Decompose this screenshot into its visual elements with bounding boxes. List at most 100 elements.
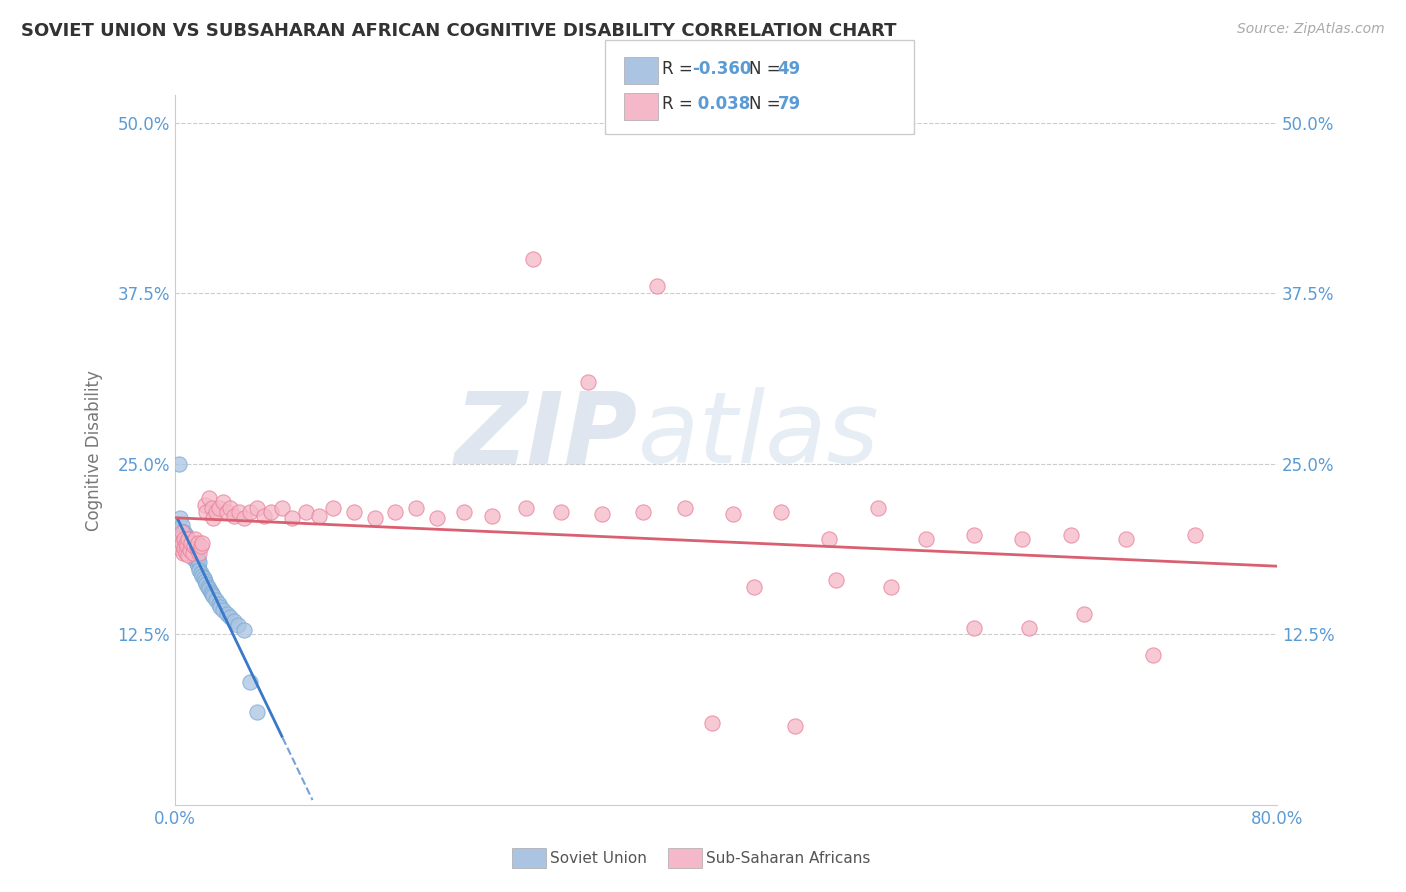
- Point: [190, 566, 212, 580]
- Point: [1073, 607, 1095, 621]
- Point: [184, 532, 207, 546]
- Text: N =: N =: [749, 60, 786, 78]
- Point: [180, 536, 202, 550]
- Text: R =: R =: [662, 60, 699, 78]
- Point: [188, 545, 211, 559]
- Point: [591, 508, 613, 522]
- Point: [177, 532, 200, 546]
- Point: [167, 532, 190, 546]
- Point: [322, 500, 344, 515]
- Text: 79: 79: [778, 95, 801, 113]
- Text: -0.360: -0.360: [692, 60, 751, 78]
- Point: [205, 505, 228, 519]
- Point: [963, 528, 986, 542]
- Text: atlas: atlas: [638, 387, 879, 484]
- Point: [176, 531, 198, 545]
- Text: Source: ZipAtlas.com: Source: ZipAtlas.com: [1237, 22, 1385, 37]
- Point: [576, 375, 599, 389]
- Point: [195, 577, 218, 591]
- Point: [212, 495, 235, 509]
- Point: [239, 505, 262, 519]
- Point: [172, 532, 194, 546]
- Point: [201, 586, 224, 600]
- Text: N =: N =: [749, 95, 786, 113]
- Text: 49: 49: [778, 60, 801, 78]
- Point: [172, 545, 194, 559]
- Point: [181, 545, 204, 559]
- Point: [170, 525, 193, 540]
- Point: [180, 539, 202, 553]
- Point: [1059, 528, 1081, 542]
- Point: [177, 549, 200, 563]
- Point: [195, 505, 218, 519]
- Point: [702, 716, 724, 731]
- Point: [645, 279, 668, 293]
- Point: [308, 508, 330, 523]
- Point: [183, 544, 205, 558]
- Point: [187, 536, 209, 550]
- Text: SOVIET UNION VS SUBSAHARAN AFRICAN COGNITIVE DISABILITY CORRELATION CHART: SOVIET UNION VS SUBSAHARAN AFRICAN COGNI…: [21, 22, 897, 40]
- Point: [193, 572, 215, 586]
- Point: [169, 541, 191, 556]
- Point: [186, 549, 208, 564]
- Point: [177, 541, 200, 556]
- Point: [294, 505, 316, 519]
- Point: [222, 614, 245, 628]
- Point: [179, 542, 201, 557]
- Point: [176, 539, 198, 553]
- Point: [190, 539, 212, 553]
- Point: [172, 525, 194, 540]
- Point: [173, 525, 195, 540]
- Point: [425, 511, 447, 525]
- Point: [239, 675, 262, 690]
- Point: [232, 624, 254, 638]
- Point: [183, 552, 205, 566]
- Point: [174, 528, 197, 542]
- Point: [191, 568, 214, 582]
- Point: [880, 580, 903, 594]
- Point: [271, 500, 294, 515]
- Point: [405, 500, 427, 515]
- Point: [186, 557, 208, 571]
- Point: [212, 603, 235, 617]
- Point: [218, 609, 240, 624]
- Point: [1018, 621, 1040, 635]
- Point: [179, 536, 201, 550]
- Point: [1142, 648, 1164, 662]
- Text: ZIP: ZIP: [454, 387, 638, 484]
- Point: [515, 500, 537, 515]
- Point: [202, 589, 225, 603]
- Point: [550, 505, 572, 519]
- Point: [177, 532, 200, 546]
- Point: [1011, 532, 1033, 546]
- Point: [481, 508, 503, 523]
- Point: [673, 500, 696, 515]
- Point: [174, 536, 197, 550]
- Point: [215, 607, 238, 621]
- Point: [174, 536, 197, 550]
- Point: [176, 539, 198, 553]
- Point: [384, 505, 406, 519]
- Point: [208, 598, 231, 612]
- Point: [818, 532, 841, 546]
- Point: [181, 541, 204, 556]
- Point: [222, 508, 245, 523]
- Point: [208, 500, 231, 515]
- Point: [170, 536, 193, 550]
- Y-axis label: Cognitive Disability: Cognitive Disability: [86, 370, 103, 531]
- Point: [281, 511, 304, 525]
- Point: [770, 505, 793, 519]
- Point: [453, 505, 475, 519]
- Point: [194, 498, 217, 512]
- Point: [202, 511, 225, 525]
- Point: [201, 500, 224, 515]
- Point: [179, 544, 201, 558]
- Point: [187, 559, 209, 574]
- Point: [169, 511, 191, 525]
- Point: [522, 252, 544, 266]
- Point: [173, 534, 195, 549]
- Point: [198, 582, 221, 597]
- Point: [253, 508, 276, 523]
- Point: [825, 573, 848, 587]
- Point: [197, 580, 219, 594]
